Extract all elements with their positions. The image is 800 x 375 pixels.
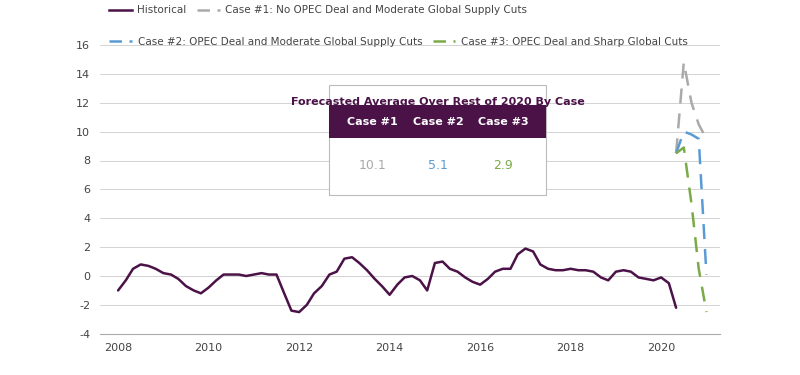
Text: Case #2: Case #2: [413, 117, 463, 127]
Text: 5.1: 5.1: [428, 159, 448, 172]
Text: Case #1: Case #1: [347, 117, 398, 127]
Text: 2.9: 2.9: [493, 159, 513, 172]
Text: Case #3: Case #3: [478, 117, 528, 127]
Text: 10.1: 10.1: [359, 159, 386, 172]
Legend: Case #2: OPEC Deal and Moderate Global Supply Cuts, Case #3: OPEC Deal and Sharp: Case #2: OPEC Deal and Moderate Global S…: [106, 33, 692, 51]
Bar: [330, 105, 546, 138]
Text: Forecasted Average Over Rest of 2020 By Case: Forecasted Average Over Rest of 2020 By …: [291, 97, 585, 107]
